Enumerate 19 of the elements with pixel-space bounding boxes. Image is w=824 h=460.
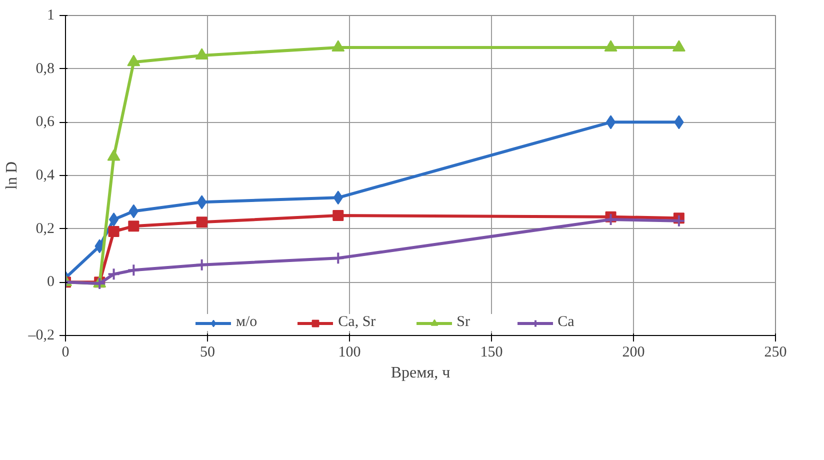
y-tick-label: 0,6 (36, 114, 55, 130)
y-tick-label: 0,2 (36, 220, 54, 237)
legend-label: Sr (456, 314, 472, 331)
y-axis-title: ln D (3, 162, 20, 190)
x-axis-title: Время, ч (390, 364, 450, 382)
x-tick-label: 150 (480, 344, 503, 360)
legend-label: Ca (558, 314, 576, 331)
y-tick-label: 0,8 (36, 60, 54, 77)
legend-label: м/о (236, 314, 258, 331)
y-tick-label: –0,2 (27, 328, 54, 344)
y-tick-label: 0 (47, 274, 54, 290)
x-tick-label: 100 (338, 344, 361, 360)
legend-label: Ca, Sr (338, 314, 376, 331)
y-tick-label: 1 (47, 8, 54, 24)
x-tick-label: 250 (764, 344, 787, 360)
x-tick-label: 0 (62, 344, 70, 360)
y-tick-label: 0,4 (36, 168, 55, 184)
x-tick-label: 50 (200, 344, 215, 360)
x-tick-label: 200 (622, 344, 645, 360)
